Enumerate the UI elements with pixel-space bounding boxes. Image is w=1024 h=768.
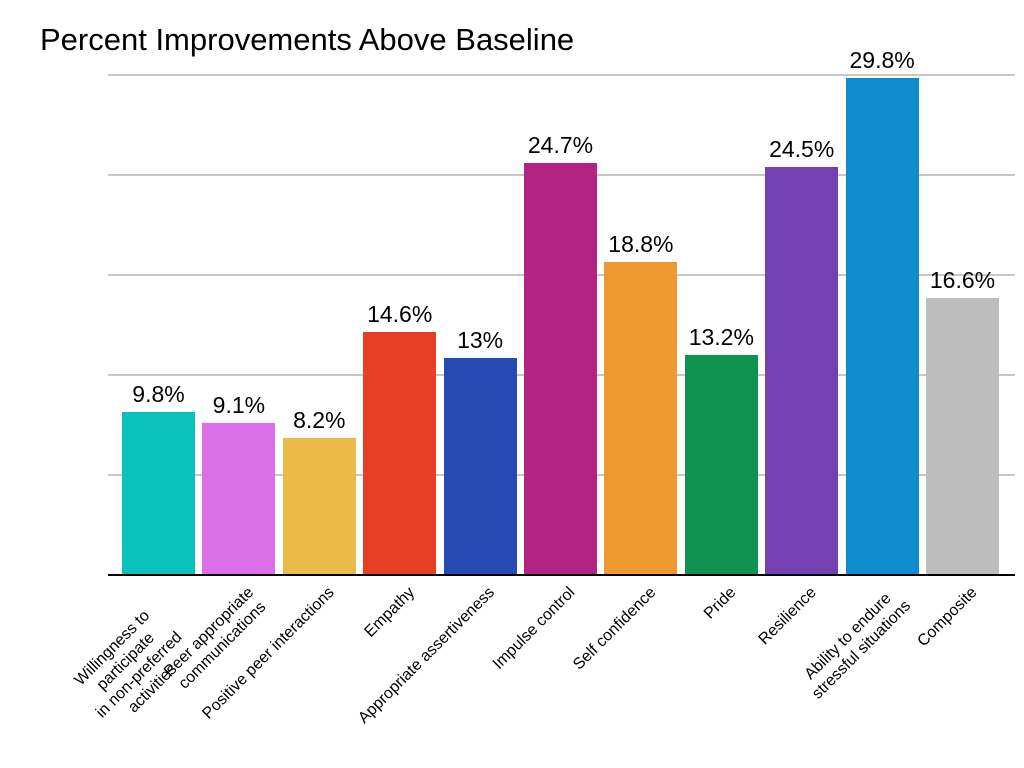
bar-value-label: 8.2%: [293, 407, 346, 434]
bar-value-label: 9.8%: [132, 380, 185, 407]
bar-value-label: 18.8%: [608, 230, 674, 257]
bar: [524, 163, 597, 575]
bar: [282, 438, 356, 575]
bar: [363, 331, 437, 575]
bar-value-label: 24.5%: [769, 135, 835, 162]
x-tick-label: Self confidence: [569, 584, 659, 674]
x-tick-label: Resilience: [755, 584, 820, 649]
x-axis-line: [108, 574, 1015, 576]
bar: [122, 411, 195, 575]
x-tick-label: Impulse control: [489, 584, 579, 673]
x-tick-label: Composite: [914, 584, 981, 651]
bar: [684, 355, 758, 575]
bar: [443, 358, 517, 575]
chart-title: Percent Improvements Above Baseline: [40, 22, 575, 57]
bar-value-label: 9.1%: [212, 392, 266, 419]
bar-value-label: 13.2%: [688, 324, 754, 350]
bar-value-label: 29.8%: [849, 47, 915, 74]
bar-value-label: 24.7%: [527, 132, 594, 159]
bar: [845, 78, 919, 575]
bar: [926, 298, 999, 575]
bar: [604, 261, 678, 575]
gridline: [108, 74, 1015, 76]
x-tick-label: Appropriate assertiveness: [355, 584, 499, 727]
bar-value-label: 13%: [457, 327, 504, 354]
bar-value-label: 16.6%: [929, 267, 996, 294]
bar: [765, 166, 839, 575]
x-tick-label: Pride: [700, 584, 740, 623]
bar-value-label: 14.6%: [367, 300, 433, 327]
bar: [202, 423, 276, 575]
x-tick-label: Empathy: [361, 584, 418, 641]
